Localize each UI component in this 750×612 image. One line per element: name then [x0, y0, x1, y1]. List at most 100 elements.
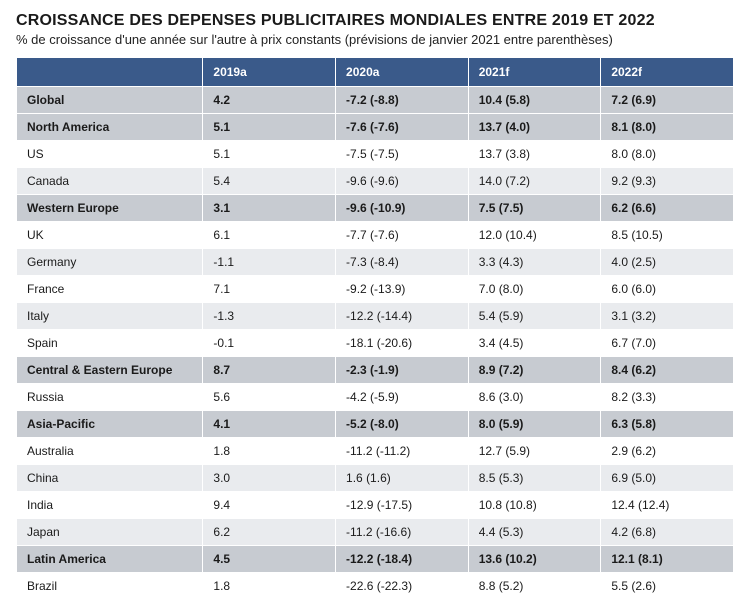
row-label-cell: Germany [17, 249, 203, 276]
data-cell: -12.2 (-14.4) [336, 303, 469, 330]
table-row: Canada5.4-9.6 (-9.6)14.0 (7.2)9.2 (9.3) [17, 168, 734, 195]
data-cell: 6.2 (6.6) [601, 195, 734, 222]
table-header-cell: 2019a [203, 58, 336, 87]
table-row: Brazil1.8-22.6 (-22.3)8.8 (5.2)5.5 (2.6) [17, 573, 734, 600]
data-cell: 5.6 [203, 384, 336, 411]
data-cell: 9.2 (9.3) [601, 168, 734, 195]
data-cell: -4.2 (-5.9) [336, 384, 469, 411]
data-cell: 8.0 (5.9) [468, 411, 601, 438]
data-cell: 6.0 (6.0) [601, 276, 734, 303]
table-row: Spain-0.1-18.1 (-20.6)3.4 (4.5)6.7 (7.0) [17, 330, 734, 357]
data-cell: 5.4 (5.9) [468, 303, 601, 330]
table-row: Asia-Pacific4.1-5.2 (-8.0)8.0 (5.9)6.3 (… [17, 411, 734, 438]
table-row: Australia1.8-11.2 (-11.2)12.7 (5.9)2.9 (… [17, 438, 734, 465]
data-cell: 13.7 (3.8) [468, 141, 601, 168]
table-row: North America5.1-7.6 (-7.6)13.7 (4.0)8.1… [17, 114, 734, 141]
data-cell: 8.5 (10.5) [601, 222, 734, 249]
data-cell: 8.4 (6.2) [601, 357, 734, 384]
data-cell: 6.2 [203, 519, 336, 546]
data-cell: 7.5 (7.5) [468, 195, 601, 222]
row-label-cell: Brazil [17, 573, 203, 600]
data-cell: -11.2 (-11.2) [336, 438, 469, 465]
data-cell: 9.4 [203, 492, 336, 519]
data-cell: 7.1 [203, 276, 336, 303]
row-label-cell: UK [17, 222, 203, 249]
data-cell: 12.7 (5.9) [468, 438, 601, 465]
table-row: Global4.2-7.2 (-8.8)10.4 (5.8)7.2 (6.9) [17, 87, 734, 114]
table-row: China3.01.6 (1.6)8.5 (5.3)6.9 (5.0) [17, 465, 734, 492]
data-cell: -9.6 (-9.6) [336, 168, 469, 195]
page-title: CROISSANCE DES DEPENSES PUBLICITAIRES MO… [16, 12, 734, 30]
data-cell: -5.2 (-8.0) [336, 411, 469, 438]
data-cell: 5.5 (2.6) [601, 573, 734, 600]
data-cell: 13.7 (4.0) [468, 114, 601, 141]
data-cell: 8.8 (5.2) [468, 573, 601, 600]
data-cell: 4.2 (6.8) [601, 519, 734, 546]
row-label-cell: US [17, 141, 203, 168]
data-cell: -9.2 (-13.9) [336, 276, 469, 303]
row-label-cell: Spain [17, 330, 203, 357]
table-header-cell: 2021f [468, 58, 601, 87]
data-cell: 8.2 (3.3) [601, 384, 734, 411]
data-cell: 4.2 [203, 87, 336, 114]
table-row: Italy-1.3-12.2 (-14.4)5.4 (5.9)3.1 (3.2) [17, 303, 734, 330]
row-label-cell: China [17, 465, 203, 492]
data-cell: -0.1 [203, 330, 336, 357]
data-cell: 12.4 (12.4) [601, 492, 734, 519]
table-row: Central & Eastern Europe8.7-2.3 (-1.9)8.… [17, 357, 734, 384]
row-label-cell: India [17, 492, 203, 519]
table-row: France7.1-9.2 (-13.9)7.0 (8.0)6.0 (6.0) [17, 276, 734, 303]
row-label-cell: Latin America [17, 546, 203, 573]
growth-table: 2019a2020a2021f2022f Global4.2-7.2 (-8.8… [16, 57, 734, 600]
data-cell: 12.1 (8.1) [601, 546, 734, 573]
row-label-cell: Japan [17, 519, 203, 546]
data-cell: 3.1 [203, 195, 336, 222]
data-cell: 3.4 (4.5) [468, 330, 601, 357]
row-label-cell: Australia [17, 438, 203, 465]
data-cell: 8.1 (8.0) [601, 114, 734, 141]
data-cell: 2.9 (6.2) [601, 438, 734, 465]
table-row: India9.4-12.9 (-17.5)10.8 (10.8)12.4 (12… [17, 492, 734, 519]
data-cell: 3.0 [203, 465, 336, 492]
data-cell: 7.0 (8.0) [468, 276, 601, 303]
data-cell: 4.1 [203, 411, 336, 438]
data-cell: 3.1 (3.2) [601, 303, 734, 330]
row-label-cell: France [17, 276, 203, 303]
table-header-row: 2019a2020a2021f2022f [17, 58, 734, 87]
row-label-cell: Asia-Pacific [17, 411, 203, 438]
data-cell: 1.8 [203, 573, 336, 600]
data-cell: -7.5 (-7.5) [336, 141, 469, 168]
data-cell: 4.5 [203, 546, 336, 573]
data-cell: -7.7 (-7.6) [336, 222, 469, 249]
data-cell: 4.0 (2.5) [601, 249, 734, 276]
row-label-cell: Russia [17, 384, 203, 411]
data-cell: -2.3 (-1.9) [336, 357, 469, 384]
table-row: Russia5.6-4.2 (-5.9)8.6 (3.0)8.2 (3.3) [17, 384, 734, 411]
data-cell: 12.0 (10.4) [468, 222, 601, 249]
data-cell: 8.6 (3.0) [468, 384, 601, 411]
page-subtitle: % de croissance d'une année sur l'autre … [16, 32, 734, 47]
row-label-cell: Central & Eastern Europe [17, 357, 203, 384]
data-cell: 5.1 [203, 141, 336, 168]
data-cell: -18.1 (-20.6) [336, 330, 469, 357]
table-row: Latin America4.5-12.2 (-18.4)13.6 (10.2)… [17, 546, 734, 573]
row-label-cell: Global [17, 87, 203, 114]
row-label-cell: Western Europe [17, 195, 203, 222]
data-cell: 3.3 (4.3) [468, 249, 601, 276]
data-cell: -7.3 (-8.4) [336, 249, 469, 276]
data-cell: 6.9 (5.0) [601, 465, 734, 492]
data-cell: 8.9 (7.2) [468, 357, 601, 384]
data-cell: 13.6 (10.2) [468, 546, 601, 573]
row-label-cell: Canada [17, 168, 203, 195]
data-cell: 14.0 (7.2) [468, 168, 601, 195]
data-cell: -12.2 (-18.4) [336, 546, 469, 573]
data-cell: 1.6 (1.6) [336, 465, 469, 492]
table-row: Germany-1.1-7.3 (-8.4)3.3 (4.3)4.0 (2.5) [17, 249, 734, 276]
table-row: Japan6.2-11.2 (-16.6)4.4 (5.3)4.2 (6.8) [17, 519, 734, 546]
data-cell: -9.6 (-10.9) [336, 195, 469, 222]
data-cell: -1.3 [203, 303, 336, 330]
data-cell: 10.8 (10.8) [468, 492, 601, 519]
data-cell: 7.2 (6.9) [601, 87, 734, 114]
table-header-blank [17, 58, 203, 87]
data-cell: -22.6 (-22.3) [336, 573, 469, 600]
